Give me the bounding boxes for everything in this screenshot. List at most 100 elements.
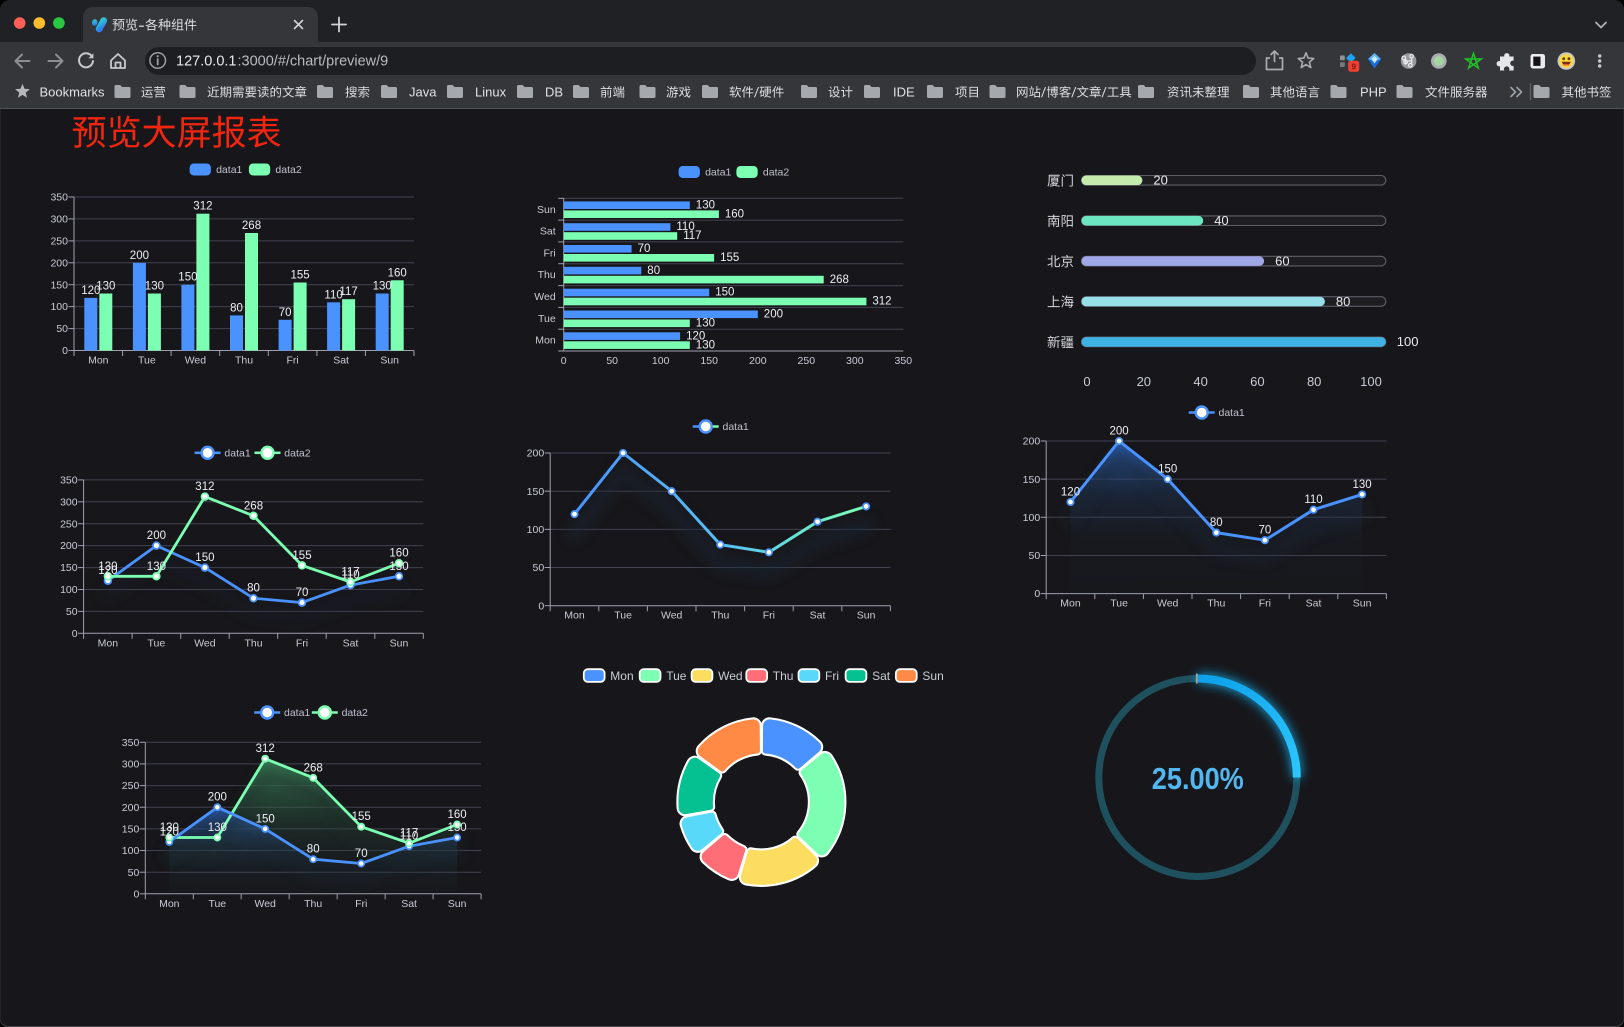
svg-text:Wed: Wed — [254, 898, 276, 910]
svg-text:Fri: Fri — [543, 247, 555, 259]
svg-text:150: 150 — [715, 287, 734, 299]
svg-text:40: 40 — [1214, 213, 1228, 228]
svg-text:70: 70 — [296, 587, 309, 599]
svg-text:312: 312 — [872, 296, 891, 308]
svg-text:130: 130 — [145, 281, 164, 293]
svg-text:300: 300 — [60, 496, 78, 508]
svg-text:200: 200 — [50, 257, 68, 269]
svg-text:130: 130 — [696, 339, 715, 351]
svg-text:data1: data1 — [284, 707, 310, 719]
svg-text:Sat: Sat — [872, 669, 891, 683]
svg-text:110: 110 — [341, 570, 359, 582]
svg-text:350: 350 — [122, 737, 140, 749]
svg-text:100: 100 — [527, 524, 545, 536]
svg-text:200: 200 — [60, 540, 78, 552]
svg-text:155: 155 — [352, 811, 371, 823]
svg-text:Mon: Mon — [159, 898, 180, 910]
svg-text:Tue: Tue — [208, 898, 226, 910]
svg-text:155: 155 — [291, 270, 310, 282]
svg-text:Thu: Thu — [538, 269, 556, 281]
svg-text:Mon: Mon — [1060, 598, 1081, 610]
svg-text:0: 0 — [62, 345, 68, 357]
svg-text:268: 268 — [242, 220, 261, 232]
svg-text:110: 110 — [1304, 494, 1322, 506]
svg-text:Tue: Tue — [1110, 598, 1128, 610]
svg-text:data2: data2 — [275, 164, 301, 176]
svg-text:100: 100 — [1397, 334, 1419, 349]
svg-text:160: 160 — [388, 267, 407, 279]
svg-text:9: 9 — [1351, 62, 1356, 72]
svg-text:300: 300 — [50, 214, 68, 226]
svg-text:200: 200 — [122, 802, 140, 814]
svg-text:20: 20 — [1137, 374, 1151, 389]
svg-text:160: 160 — [725, 208, 744, 220]
svg-text:120: 120 — [160, 826, 179, 838]
svg-text:Linux: Linux — [475, 84, 507, 99]
svg-text:130: 130 — [696, 318, 715, 330]
svg-text:150: 150 — [527, 486, 545, 498]
svg-text:130: 130 — [389, 561, 408, 573]
svg-text:Mon: Mon — [564, 610, 585, 622]
svg-text:312: 312 — [256, 743, 275, 755]
svg-text:268: 268 — [304, 762, 323, 774]
svg-text:250: 250 — [798, 355, 816, 367]
svg-text:Sun: Sun — [448, 898, 467, 910]
svg-text:Thu: Thu — [304, 898, 322, 910]
svg-text:160: 160 — [448, 809, 467, 821]
svg-text:120: 120 — [81, 285, 100, 297]
svg-text:200: 200 — [749, 355, 767, 367]
svg-text:20: 20 — [1153, 173, 1167, 188]
svg-text:150: 150 — [700, 355, 718, 367]
svg-text:0: 0 — [72, 628, 78, 640]
svg-text:Tue: Tue — [148, 637, 166, 649]
svg-text:350: 350 — [60, 475, 78, 487]
svg-text:130: 130 — [1353, 479, 1372, 491]
svg-text:Wed: Wed — [661, 610, 683, 622]
svg-text:300: 300 — [122, 759, 140, 771]
svg-text:0: 0 — [1083, 374, 1090, 389]
svg-text:50: 50 — [533, 562, 545, 574]
svg-text:Thu: Thu — [235, 355, 253, 367]
svg-text:120: 120 — [686, 330, 705, 342]
svg-text:Sat: Sat — [343, 637, 359, 649]
svg-text:Wed: Wed — [194, 637, 216, 649]
svg-text:Sun: Sun — [390, 637, 409, 649]
svg-text:155: 155 — [292, 550, 311, 562]
svg-text:Fri: Fri — [296, 637, 308, 649]
svg-text:Sat: Sat — [1306, 598, 1322, 610]
svg-text:200: 200 — [130, 250, 149, 262]
svg-text:250: 250 — [122, 780, 140, 792]
svg-text:120: 120 — [1061, 487, 1080, 499]
svg-text:150: 150 — [122, 824, 140, 836]
svg-text:Fri: Fri — [1259, 598, 1271, 610]
svg-text:127.0.0.1: 127.0.0.1 — [176, 54, 236, 70]
svg-text:Bookmarks: Bookmarks — [40, 84, 106, 99]
svg-text:Tue: Tue — [138, 355, 156, 367]
svg-text:350: 350 — [50, 192, 68, 204]
svg-text:Mon: Mon — [535, 335, 556, 347]
svg-text:Wed: Wed — [185, 355, 207, 367]
svg-text:268: 268 — [830, 274, 849, 286]
svg-text:117: 117 — [339, 286, 357, 298]
svg-text:130: 130 — [160, 822, 179, 834]
svg-text:150: 150 — [1023, 474, 1041, 486]
svg-text:100: 100 — [60, 584, 78, 596]
svg-text:Tue: Tue — [666, 669, 687, 683]
svg-text:data1: data1 — [723, 421, 749, 433]
svg-text:Sat: Sat — [810, 610, 826, 622]
svg-text:100: 100 — [1023, 512, 1041, 524]
svg-text:200: 200 — [527, 448, 545, 460]
svg-text:100: 100 — [1360, 374, 1382, 389]
svg-text:110: 110 — [400, 831, 418, 843]
svg-text:200: 200 — [208, 792, 227, 804]
svg-text:200: 200 — [1023, 436, 1041, 448]
svg-text:0: 0 — [561, 355, 567, 367]
svg-text:130: 130 — [96, 281, 115, 293]
svg-text:Fri: Fri — [355, 898, 367, 910]
svg-text:Sun: Sun — [537, 204, 556, 216]
svg-text:50: 50 — [56, 323, 68, 335]
svg-text:150: 150 — [178, 272, 197, 284]
svg-text:Thu: Thu — [244, 637, 262, 649]
svg-text:Sun: Sun — [380, 355, 399, 367]
svg-text:268: 268 — [244, 500, 263, 512]
